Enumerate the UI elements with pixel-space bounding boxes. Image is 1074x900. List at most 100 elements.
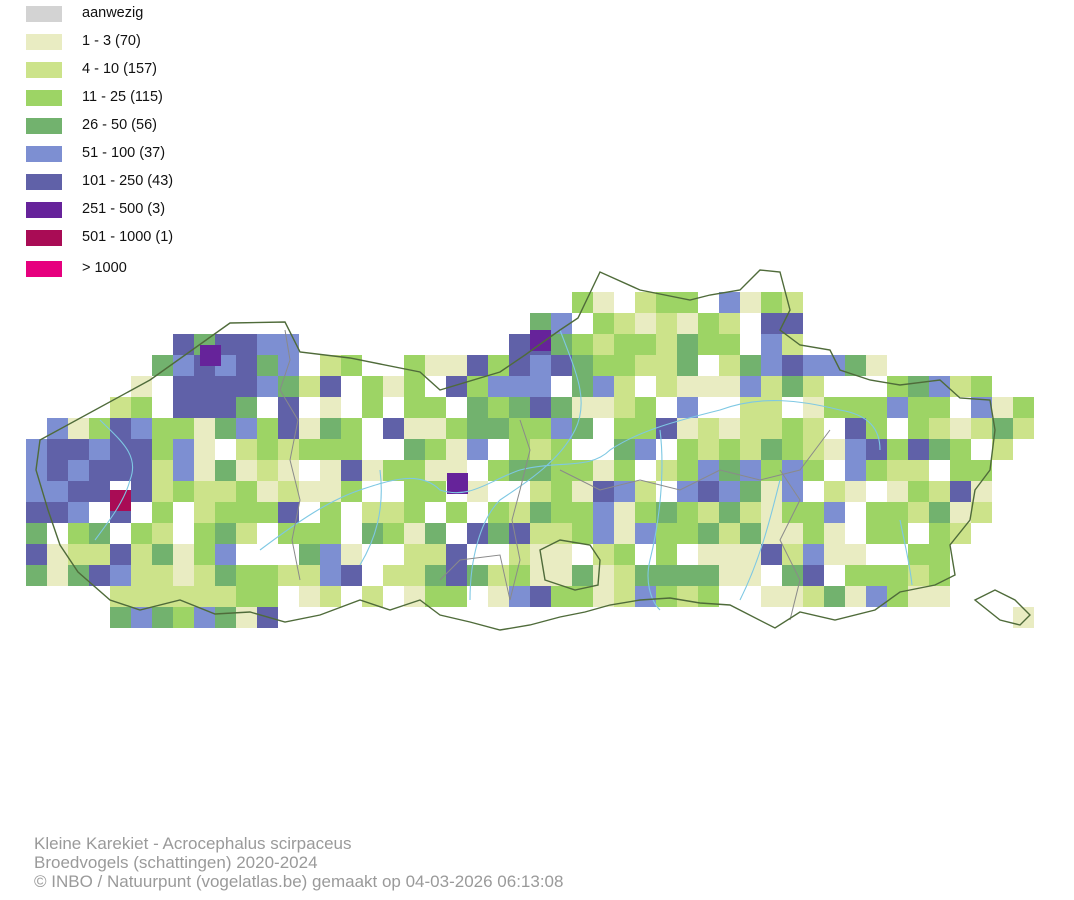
- grid-cell: [908, 376, 929, 397]
- grid-cell: [803, 544, 824, 565]
- river-line: [469, 329, 582, 601]
- grid-cell: [530, 586, 551, 607]
- grid-cell: [404, 523, 425, 544]
- grid-cell: [215, 544, 236, 565]
- legend-item-501-1000: 501 - 1000 (1): [26, 228, 326, 246]
- grid-cell: [698, 481, 719, 502]
- grid-cell: [425, 481, 446, 502]
- grid-cell: [194, 565, 215, 586]
- grid-cell: [530, 565, 551, 586]
- legend-label: > 1000: [82, 260, 127, 276]
- grid-cell: [446, 544, 467, 565]
- grid-cell: [320, 544, 341, 565]
- grid-cell: [89, 565, 110, 586]
- grid-cell: [236, 418, 257, 439]
- grid-cell: [971, 376, 992, 397]
- grid-cell: [509, 565, 530, 586]
- grid-cell: [236, 586, 257, 607]
- grid-cell: [971, 502, 992, 523]
- grid-cell: [341, 418, 362, 439]
- grid-cell: [698, 376, 719, 397]
- grid-cell: [467, 439, 488, 460]
- grid-cell: [131, 607, 152, 628]
- grid-cell: [47, 544, 68, 565]
- grid-cell: [782, 481, 803, 502]
- grid-cell: [908, 586, 929, 607]
- grid-cell: [698, 418, 719, 439]
- grid-cell: [194, 397, 215, 418]
- grid-cell: [236, 397, 257, 418]
- grid-cell: [950, 502, 971, 523]
- grid-cell: [173, 544, 194, 565]
- legend-swatch: [26, 118, 62, 134]
- river-line: [259, 400, 881, 551]
- grid-cell: [131, 418, 152, 439]
- grid-cell: [824, 481, 845, 502]
- grid-cell: [845, 460, 866, 481]
- legend-swatch: [26, 174, 62, 190]
- legend-item-over-1000: > 1000: [26, 259, 326, 277]
- grid-cell: [362, 523, 383, 544]
- grid-cell: [215, 607, 236, 628]
- grid-cell: [278, 502, 299, 523]
- grid-cell: [824, 523, 845, 544]
- grid-cell: [803, 418, 824, 439]
- grid-cell: [68, 565, 89, 586]
- grid-cell: [782, 460, 803, 481]
- grid-cell-hotspot: [530, 330, 551, 351]
- grid-cell: [194, 460, 215, 481]
- grid-cell: [572, 397, 593, 418]
- grid-cell: [761, 481, 782, 502]
- grid-cell: [299, 439, 320, 460]
- grid-cell: [404, 481, 425, 502]
- grid-cell: [719, 481, 740, 502]
- grid-cell: [341, 355, 362, 376]
- grid-cell: [551, 418, 572, 439]
- grid-cell: [257, 481, 278, 502]
- grid-cell: [740, 355, 761, 376]
- grid-cell: [635, 313, 656, 334]
- grid-cell: [908, 439, 929, 460]
- grid-cell: [677, 565, 698, 586]
- grid-cell: [845, 544, 866, 565]
- grid-cell: [698, 586, 719, 607]
- grid-cell: [950, 376, 971, 397]
- grid-cell: [929, 586, 950, 607]
- grid-cell: [488, 418, 509, 439]
- grid-cell-hotspot: [447, 473, 468, 494]
- grid-cell: [152, 355, 173, 376]
- grid-cell: [467, 376, 488, 397]
- grid-cell: [236, 460, 257, 481]
- grid-cell: [89, 418, 110, 439]
- grid-cell: [131, 565, 152, 586]
- grid-cell: [677, 502, 698, 523]
- grid-cell: [404, 502, 425, 523]
- grid-cell: [761, 460, 782, 481]
- grid-cell: [929, 397, 950, 418]
- grid-cell: [530, 397, 551, 418]
- grid-cell: [257, 565, 278, 586]
- legend-label: 26 - 50 (56): [82, 117, 157, 133]
- grid-cell: [320, 397, 341, 418]
- grid-cell: [68, 502, 89, 523]
- grid-cell: [929, 418, 950, 439]
- grid-cell: [887, 502, 908, 523]
- grid-cell: [950, 418, 971, 439]
- grid-cell: [320, 565, 341, 586]
- grid-cell: [467, 418, 488, 439]
- grid-cell: [971, 481, 992, 502]
- grid-cell: [614, 376, 635, 397]
- grid-cell: [278, 460, 299, 481]
- grid-cell: [530, 418, 551, 439]
- grid-cell: [509, 355, 530, 376]
- grid-cell: [887, 586, 908, 607]
- legend-label: 11 - 25 (115): [82, 89, 163, 105]
- grid-cell: [152, 523, 173, 544]
- grid-cell: [173, 565, 194, 586]
- grid-cell: [152, 460, 173, 481]
- grid-cell: [173, 607, 194, 628]
- grid-cell: [761, 544, 782, 565]
- grid-cell: [656, 313, 677, 334]
- grid-cell: [677, 355, 698, 376]
- grid-cell: [719, 376, 740, 397]
